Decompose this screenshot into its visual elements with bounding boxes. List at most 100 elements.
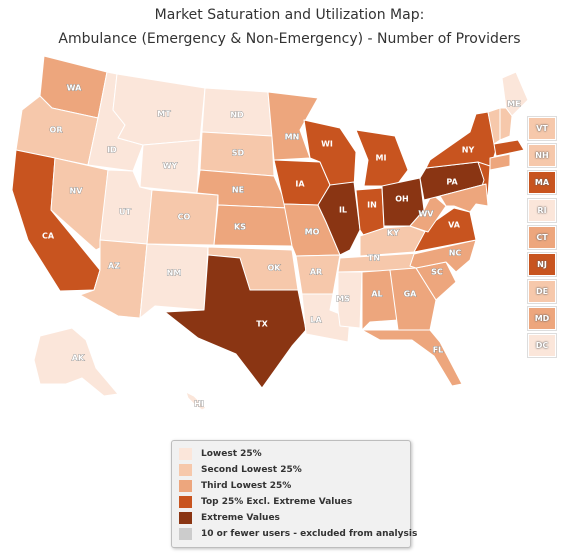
state-nv[interactable] [50,157,109,251]
state-nh-small[interactable] [499,107,513,141]
label-pa: PA [446,178,458,187]
map-legend: Lowest 25% Second Lowest 25% Third Lowes… [171,440,417,548]
small-state-box-ri[interactable]: RI [527,198,557,223]
small-state-label-nj: NJ [537,260,547,269]
small-state-label-ma: MA [534,178,550,187]
legend-swatch [179,512,192,524]
label-ar: AR [310,268,322,277]
state-tx[interactable] [164,254,307,389]
state-labels: WA OR CA ID NV MT WY UT AZ CO NM ND SD N… [42,83,521,409]
legend-swatch [179,528,192,540]
legend-item-extreme[interactable]: Extreme Values [179,511,280,525]
label-tn: TN [368,254,380,263]
label-in: IN [367,201,377,210]
small-state-label-md: MD [534,314,550,323]
small-state-box-nj[interactable]: NJ [527,252,557,277]
small-state-box-vt[interactable]: VT [527,116,557,141]
label-hi: HI [194,400,204,409]
label-nm: NM [167,269,182,278]
label-ks: KS [234,223,246,232]
label-or: OR [50,126,63,135]
label-id: ID [107,146,117,155]
legend-item-second[interactable]: Second Lowest 25% [179,463,302,477]
label-nv: NV [70,187,84,196]
label-ky: KY [387,229,399,238]
small-state-label-dc: DC [535,341,549,350]
label-ne: NE [232,186,244,195]
small-state-box-de[interactable]: DE [527,279,557,304]
state-md-small[interactable] [439,183,489,213]
small-state-label-de: DE [535,287,549,296]
label-la: LA [310,316,322,325]
state-ma-small[interactable] [493,139,525,157]
state-mn[interactable] [267,91,319,161]
legend-label: Third Lowest 25% [201,481,292,491]
legend-label: 10 or fewer users - excluded from analys… [201,529,418,539]
state-al[interactable] [361,269,399,331]
label-ms: MS [336,295,350,304]
label-ca: CA [42,232,55,241]
state-in[interactable] [355,187,385,237]
label-ak: AK [72,354,85,363]
small-state-box-md[interactable]: MD [527,306,557,331]
state-ny[interactable] [425,111,497,171]
state-ks[interactable] [213,204,293,247]
state-ak[interactable] [33,327,119,397]
label-ga: GA [404,290,418,299]
state-hi[interactable] [185,391,207,411]
state-il[interactable] [317,181,361,256]
state-nc[interactable] [409,239,477,273]
legend-swatch [179,464,192,476]
state-fl[interactable] [361,329,463,387]
legend-item-third[interactable]: Third Lowest 25% [179,479,291,493]
small-state-box-ct[interactable]: CT [527,225,557,250]
label-az: AZ [108,262,120,271]
label-al: AL [371,290,382,299]
legend-label: Lowest 25% [201,449,262,459]
small-state-box-ma[interactable]: MA [527,170,557,195]
label-ny: NY [462,146,475,155]
legend-swatch [179,496,192,508]
legend-item-lowest[interactable]: Lowest 25% [179,447,262,461]
label-wv: WV [418,210,434,219]
state-ga[interactable] [389,267,437,331]
legend-label: Second Lowest 25% [201,465,302,475]
label-va: VA [448,221,461,230]
label-mn: MN [285,133,300,142]
state-wv[interactable] [409,193,447,233]
label-nc: NC [449,249,462,258]
state-nm[interactable] [139,243,209,319]
legend-swatch [179,480,192,492]
label-sd: SD [232,149,245,158]
state-me[interactable] [501,71,529,117]
small-state-box-nh[interactable]: NH [527,143,557,168]
label-co: CO [178,213,191,222]
legend-label: Extreme Values [201,513,280,523]
legend-item-top[interactable]: Top 25% Excl. Extreme Values [179,495,352,509]
label-oh: OH [395,195,409,204]
small-state-label-vt: VT [536,124,548,133]
label-ut: UT [119,208,131,217]
label-mo: MO [305,228,320,237]
small-state-label-ri: RI [537,206,547,215]
label-me: ME [507,100,520,109]
label-nd: ND [230,111,244,120]
small-state-label-ct: CT [536,233,548,242]
label-mi: MI [376,154,387,163]
label-wa: WA [67,84,82,93]
label-mt: MT [157,110,171,119]
legend-item-excluded[interactable]: 10 or fewer users - excluded from analys… [179,527,417,541]
label-fl: FL [433,346,444,355]
label-wy: WY [163,162,178,171]
label-wi: WI [321,140,333,149]
small-state-box-dc[interactable]: DC [527,333,557,358]
small-state-label-nh: NH [535,151,549,160]
label-ok: OK [268,264,282,273]
label-sc: SC [431,268,443,277]
map-title-line2: Ambulance (Emergency & Non-Emergency) - … [58,31,521,47]
label-il: IL [339,206,347,215]
legend-swatch [179,448,192,460]
label-ia: IA [295,180,305,189]
map-title-line1: Market Saturation and Utilization Map: [154,7,425,23]
